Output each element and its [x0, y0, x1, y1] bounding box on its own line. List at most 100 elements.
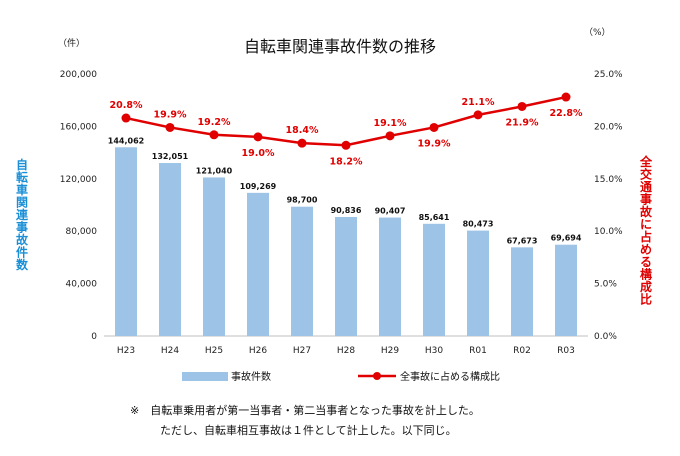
right-axis-title-char: 全: [639, 154, 653, 169]
line-value-label: 21.1%: [462, 97, 495, 108]
bar-value-label: 69,694: [551, 234, 582, 243]
right-axis-title-char: る: [640, 255, 652, 269]
line-point: [517, 101, 527, 111]
right-tick-label: 15.0%: [594, 175, 623, 185]
right-axis-ticks: 0.0% 5.0% 10.0% 15.0% 20.0% 25.0%: [594, 70, 623, 342]
right-axis-title-char: 交: [640, 167, 652, 182]
right-axis-title-char: 占: [640, 229, 652, 244]
line-series: [121, 92, 571, 150]
x-tick-label: H23: [117, 346, 135, 356]
legend-line-label: 全事故に占める構成比: [400, 370, 500, 383]
left-axis-title-char: 数: [16, 257, 29, 272]
left-tick-label: 200,000: [60, 70, 97, 80]
bar: [115, 147, 137, 336]
right-axis-unit: （%）: [584, 27, 611, 38]
note-line-1: ※ 自転車乗用者が第一当事者・第二当事者となった事故を計上した。: [130, 403, 480, 417]
right-axis-title-char: 構: [640, 267, 652, 282]
x-tick-label: H27: [293, 346, 311, 356]
bar: [511, 247, 533, 336]
right-axis-title-char: め: [640, 243, 652, 257]
left-tick-label: 40,000: [66, 280, 98, 290]
left-axis-title-char: 転: [16, 170, 28, 185]
right-tick-label: 20.0%: [594, 122, 623, 132]
bar-value-label: 85,641: [419, 213, 450, 222]
bar: [291, 206, 313, 336]
left-tick-label: 160,000: [60, 122, 97, 132]
bar-value-label: 67,673: [507, 236, 538, 245]
x-tick-label: H26: [249, 346, 267, 356]
right-axis-title-char: に: [640, 218, 652, 232]
line-point: [429, 122, 439, 132]
x-tick-label: H30: [425, 346, 443, 356]
bar-series: [115, 147, 577, 336]
bar: [467, 230, 489, 336]
bar-value-label: 109,269: [240, 182, 277, 191]
right-axis-title-char: 事: [640, 192, 652, 207]
right-tick-label: 5.0%: [594, 280, 617, 290]
left-tick-label: 80,000: [66, 227, 98, 237]
right-axis-title-char: 比: [640, 292, 652, 307]
bar: [423, 223, 445, 336]
left-tick-label: 120,000: [60, 175, 97, 185]
left-axis-title-char: 車: [16, 182, 28, 197]
line-point: [473, 110, 483, 120]
line-point: [341, 140, 351, 150]
bar-value-label: 90,407: [375, 207, 406, 216]
legend-bar-swatch: [182, 372, 228, 381]
left-axis-ticks: 0 40,000 80,000 120,000 160,000 200,000: [60, 70, 97, 342]
right-tick-label: 10.0%: [594, 227, 623, 237]
line-value-label: 21.9%: [506, 117, 539, 128]
line-point: [165, 122, 175, 132]
left-axis-title-char: 事: [16, 220, 28, 235]
line-value-labels: 20.8% 19.9% 19.2% 19.0% 18.4% 18.2% 19.1% 19.9%…: [110, 97, 583, 167]
right-tick-label: 25.0%: [594, 70, 623, 80]
right-axis-title-char: 成: [640, 279, 652, 294]
line-value-label: 19.1%: [374, 118, 407, 129]
right-axis-title-char: 通: [640, 179, 652, 194]
line-value-label: 19.9%: [418, 138, 451, 149]
x-tick-label: R01: [469, 346, 487, 356]
line-point: [297, 138, 307, 148]
bar: [335, 217, 357, 336]
line-value-label: 19.9%: [154, 109, 187, 120]
line-point: [253, 132, 263, 142]
right-tick-label: 0.0%: [594, 332, 617, 342]
bar-value-label: 90,836: [331, 206, 362, 215]
x-axis-ticks: H23 H24 H25 H26 H27 H28 H29 H30 R01 R02 R03: [117, 346, 575, 356]
line-value-label: 18.4%: [286, 125, 319, 136]
note-line-2: ただし、自転車相互事故は１件として計上した。以下同じ。: [160, 423, 457, 437]
bar-value-label: 121,040: [196, 166, 233, 175]
x-tick-label: H25: [205, 346, 223, 356]
line-value-label: 18.2%: [330, 156, 363, 167]
line-point: [385, 131, 395, 141]
bar: [555, 244, 577, 336]
bar-value-labels: 144,062 132,051 121,040 109,269 98,700 90,836…: [108, 136, 582, 245]
chart-title: 自転車関連事故件数の推移: [244, 37, 436, 56]
legend-line-marker: [373, 372, 381, 380]
left-axis-title-char: 自: [16, 157, 28, 172]
bar: [379, 217, 401, 336]
left-axis-title-char: 故: [16, 232, 29, 247]
legend: 事故件数 全事故に占める構成比: [182, 370, 500, 383]
bar-value-label: 132,051: [152, 152, 189, 161]
x-tick-label: H28: [337, 346, 355, 356]
legend-bar-label: 事故件数: [231, 370, 271, 383]
line-value-label: 19.0%: [242, 148, 275, 159]
bar: [159, 163, 181, 336]
x-tick-label: H24: [161, 346, 179, 356]
x-tick-label: R03: [557, 346, 575, 356]
bar: [203, 177, 225, 336]
bar-value-label: 98,700: [287, 196, 318, 205]
bar: [247, 192, 269, 336]
left-axis-unit: （件）: [58, 37, 85, 49]
line-point: [209, 130, 219, 140]
right-axis-title-char: 故: [640, 204, 653, 219]
left-axis-title-char: 件: [16, 245, 28, 260]
line-value-label: 19.2%: [198, 117, 231, 128]
bar-value-label: 80,473: [463, 220, 494, 229]
left-axis-title-char: 連: [16, 207, 29, 222]
line-value-label: 22.8%: [550, 108, 583, 119]
